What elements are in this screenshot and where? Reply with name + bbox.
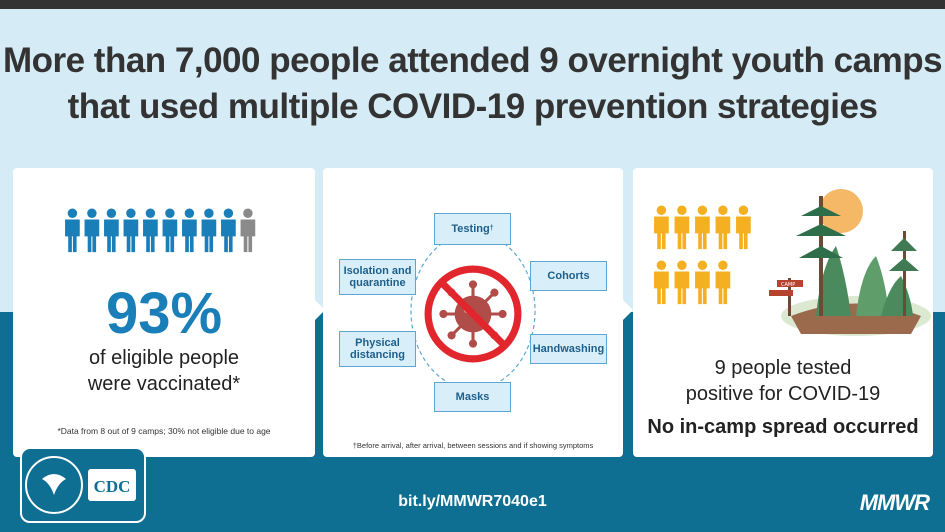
person-positive-icon xyxy=(654,260,669,305)
person-vaccinated-icon xyxy=(201,208,217,253)
testing-footnote-mark: † xyxy=(489,225,494,232)
strategy-isolation-quarantine: Isolation and quarantine xyxy=(339,259,416,295)
person-vaccinated-icon xyxy=(84,208,100,253)
person-positive-icon xyxy=(736,205,751,250)
positive-result-line-2: positive for COVID-19 xyxy=(685,383,881,405)
vaccination-percentage: 93% xyxy=(105,281,223,346)
positive-people-icons xyxy=(654,205,751,305)
strategy-cohorts: Cohorts xyxy=(530,261,607,291)
strategy-physical-distancing: Physical distancing xyxy=(339,331,416,367)
person-positive-icon xyxy=(715,260,731,305)
person-positive-icon xyxy=(674,260,690,305)
person-positive-icon xyxy=(695,260,710,305)
strategy-handwashing: Handwashing xyxy=(530,334,607,364)
vaccination-description: of eligible people were vaccinated* xyxy=(13,345,315,397)
person-vaccinated-icon xyxy=(221,208,236,253)
strategy-testing: Testing † xyxy=(434,213,511,245)
strategy-masks-label: Masks xyxy=(455,391,490,403)
vaccination-description-line-1: of eligible people xyxy=(88,347,240,369)
person-vaccinated-icon xyxy=(123,208,139,253)
mmwr-logo: MMWR xyxy=(859,490,930,515)
person-positive-icon xyxy=(695,205,710,250)
strategy-masks: Masks xyxy=(434,382,511,412)
top-bar xyxy=(0,0,945,9)
strategies-footnote: †Before arrival, after arrival, between … xyxy=(352,441,594,450)
strategy-cohorts-label: Cohorts xyxy=(547,270,590,282)
spread-result: No in-camp spread occurred xyxy=(647,416,919,438)
person-vaccinated-icon xyxy=(104,208,119,253)
strategy-physical-distancing-label: Physical distancing xyxy=(349,337,405,361)
cdc-logo-text: CDC xyxy=(94,477,131,496)
person-positive-icon xyxy=(654,205,669,250)
person-vaccinated-icon xyxy=(182,208,197,253)
positive-result: 9 people tested positive for COVID-19 xyxy=(633,355,933,407)
person-positive-icon xyxy=(715,205,731,250)
person-positive-icon xyxy=(674,205,690,250)
vaccination-footnote: *Data from 8 out of 9 camps; 30% not eli… xyxy=(57,426,271,436)
panel-connector-arrow xyxy=(315,300,325,320)
cdc-logo: CDC xyxy=(20,447,146,523)
person-vaccinated-icon xyxy=(65,208,80,253)
camp-sign-label: CAMP xyxy=(781,282,795,288)
positive-result-line-1: 9 people tested xyxy=(714,357,852,379)
page-title: More than 7,000 people attended 9 overni… xyxy=(0,38,945,130)
vaccination-description-line-2: were vaccinated* xyxy=(87,373,241,395)
outcome-panel: CAMP 9 people tested positive for COVID-… xyxy=(633,168,933,457)
strategy-isolation-quarantine-label: Isolation and quarantine xyxy=(343,265,412,289)
no-virus-icon xyxy=(424,265,522,363)
camp-forest-illustration: CAMP xyxy=(769,189,931,336)
vaccination-people-icons xyxy=(65,208,256,253)
source-link[interactable]: bit.ly/MMWR7040e1 xyxy=(398,493,547,510)
person-vaccinated-icon xyxy=(143,208,158,253)
strategy-handwashing-label: Handwashing xyxy=(532,343,605,355)
hhs-eagle-icon: CDC xyxy=(25,456,136,514)
panel-connector-arrow xyxy=(623,300,633,320)
vaccination-panel: 93% of eligible people were vaccinated* … xyxy=(13,168,315,457)
strategy-testing-label: Testing xyxy=(451,223,490,235)
title-line-2: that used multiple COVID-19 prevention s… xyxy=(67,87,878,126)
title-line-1: More than 7,000 people attended 9 overni… xyxy=(2,41,943,80)
strategies-panel: Testing † Cohorts Handwashing Masks Physi… xyxy=(323,168,623,457)
person-not-vaccinated-icon xyxy=(240,208,256,253)
person-vaccinated-icon xyxy=(162,208,178,253)
